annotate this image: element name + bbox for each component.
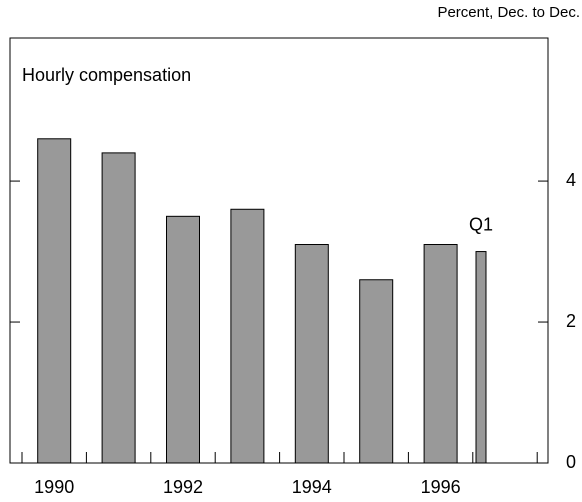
x-tick-label: 1990 bbox=[34, 477, 74, 497]
y-tick-label: 0 bbox=[566, 452, 576, 472]
bar bbox=[475, 251, 487, 464]
chart-subtitle: Percent, Dec. to Dec. bbox=[437, 4, 580, 21]
bar bbox=[37, 138, 72, 464]
bar bbox=[359, 279, 394, 464]
x-tick-label: 1996 bbox=[421, 477, 461, 497]
y-tick-label: 4 bbox=[566, 170, 576, 190]
bar bbox=[423, 244, 458, 464]
plot-frame bbox=[9, 37, 549, 464]
x-tick-label: 1994 bbox=[292, 477, 332, 497]
bar bbox=[294, 244, 329, 464]
bar bbox=[101, 152, 136, 464]
bar bbox=[230, 208, 265, 464]
y-tick-label: 2 bbox=[566, 311, 576, 331]
bar-annotation: Q1 bbox=[469, 214, 493, 234]
x-tick-label: 1992 bbox=[163, 477, 203, 497]
bar bbox=[166, 215, 200, 464]
chart-title: Hourly compensation bbox=[22, 65, 191, 85]
